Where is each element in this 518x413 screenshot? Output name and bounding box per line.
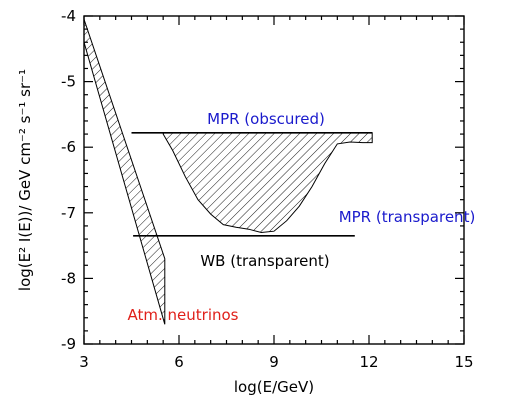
ticks-layer: 3 6 9 12 15 -4 -5 -6 -7 -8 -9 — [61, 7, 474, 371]
x-axis-label: log(E/GeV) — [234, 378, 314, 396]
series-mpr-transparent-band — [162, 132, 373, 234]
x-tick-label: 9 — [269, 353, 279, 371]
annotation-atm-neutrinos: Atm. neutrinos — [128, 306, 239, 324]
series-atm-neutrinos-band — [84, 19, 166, 325]
series-layer — [84, 19, 373, 325]
x-tick-label: 6 — [174, 353, 184, 371]
x-tick-label: 15 — [454, 353, 473, 371]
y-axis-label: log(E² I(E))/ GeV cm⁻² s⁻¹ sr⁻¹ — [16, 69, 34, 291]
annotation-mpr-obscured: MPR (obscured) — [207, 110, 325, 128]
y-tick-label: -9 — [61, 335, 76, 353]
y-tick-label: -6 — [61, 138, 76, 156]
annotation-wb-transparent: WB (transparent) — [200, 252, 329, 270]
y-tick-label: -8 — [61, 269, 76, 287]
x-tick-label: 12 — [359, 353, 378, 371]
y-tick-label: -4 — [61, 7, 76, 25]
y-tick-label: -7 — [61, 204, 76, 222]
x-tick-label: 3 — [79, 353, 89, 371]
annotation-mpr-transparent: MPR (transparent) — [339, 208, 476, 226]
y-tick-label: -5 — [61, 73, 76, 91]
